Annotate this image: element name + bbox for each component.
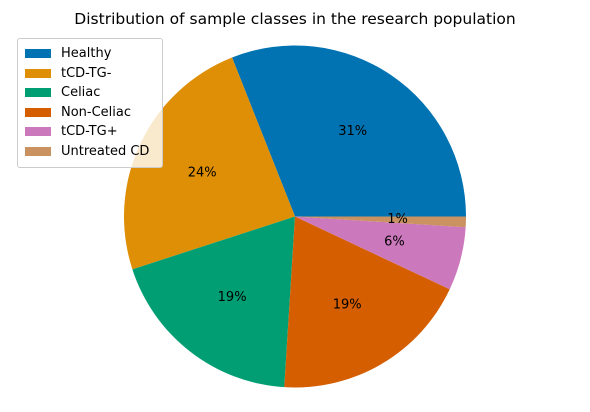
legend-item: Non-Celiac <box>25 103 155 123</box>
pie-slice-untreated-cd <box>295 216 466 228</box>
legend-label: Non-Celiac <box>61 104 132 120</box>
legend-swatch <box>25 49 51 59</box>
pie-slice-label: 24% <box>188 165 217 180</box>
legend-label: tCD-TG+ <box>61 124 118 140</box>
legend-swatch <box>25 88 51 98</box>
legend-item: tCD-TG+ <box>25 122 155 142</box>
pie-slice-healthy <box>232 45 466 217</box>
legend-item: Celiac <box>25 83 155 103</box>
legend-label: Healthy <box>61 46 112 62</box>
legend-swatch <box>25 68 51 78</box>
legend: Healthy tCD-TG- Celiac Non-Celiac tCD-TG+ Unt… <box>17 38 163 168</box>
legend-item: tCD-TG- <box>25 64 155 84</box>
legend-swatch <box>25 107 51 117</box>
legend-swatch <box>25 127 51 137</box>
legend-item: Untreated CD <box>25 142 155 162</box>
pie-slice-label: 1% <box>387 212 408 227</box>
pie-slice-labels: 31% 24% 19% 19% 6% 1% <box>188 124 408 312</box>
pie-slice-celiac <box>132 216 295 388</box>
legend-label: Celiac <box>61 85 101 101</box>
legend-item: Healthy <box>25 44 155 64</box>
legend-swatch <box>25 146 51 156</box>
pie-slices <box>124 45 466 388</box>
legend-label: tCD-TG- <box>61 65 112 81</box>
pie-slice-label: 6% <box>384 235 405 250</box>
pie-slice-label: 19% <box>333 297 362 312</box>
pie-slice-tcd-tg <box>295 216 466 290</box>
pie-slice-label: 31% <box>338 124 367 139</box>
pie-slice-tcd-tg <box>124 57 295 270</box>
chart-title: Distribution of sample classes in the re… <box>74 10 515 28</box>
pie-slice-label: 19% <box>218 290 247 305</box>
pie-slice-non-celiac <box>284 216 450 388</box>
legend-label: Untreated CD <box>61 143 150 159</box>
